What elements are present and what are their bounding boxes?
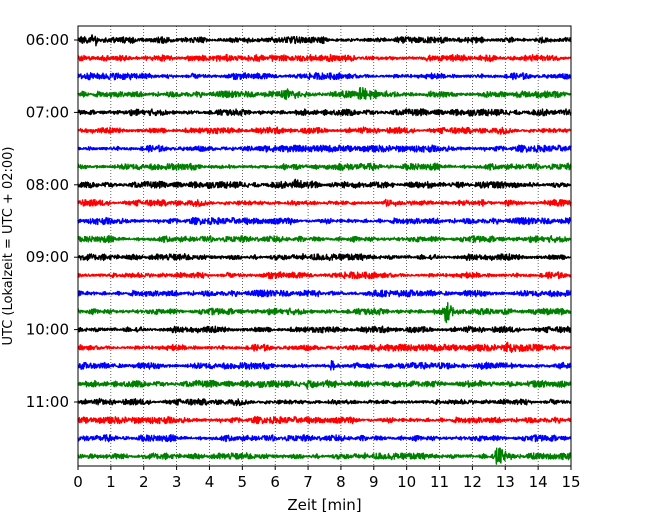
seismic-trace bbox=[77, 289, 572, 298]
x-axis-label: Zeit [min] bbox=[287, 496, 361, 514]
seismic-trace bbox=[77, 216, 572, 226]
x-tick-label: 15 bbox=[561, 473, 580, 491]
x-tick-label: 1 bbox=[106, 473, 116, 491]
x-tick-label: 0 bbox=[73, 473, 83, 491]
seismic-trace bbox=[77, 178, 572, 189]
seismic-trace bbox=[77, 34, 572, 47]
x-tick-label: 8 bbox=[336, 473, 346, 491]
x-tick-label: 4 bbox=[205, 473, 215, 491]
seismic-trace bbox=[77, 108, 572, 117]
x-tick-label: 5 bbox=[238, 473, 248, 491]
y-axis-label: UTC (Lokalzeit = UTC + 02:00) bbox=[1, 147, 16, 346]
y-tick-label: 06:00 bbox=[26, 31, 69, 49]
seismic-trace bbox=[77, 198, 572, 208]
x-axis-ticks: 0 1 2 3 4 5 6 7 8 9 10 11 12 13 14 15 bbox=[73, 466, 581, 491]
x-tick-label: 11 bbox=[430, 473, 449, 491]
x-tick-label: 10 bbox=[397, 473, 416, 491]
seismic-trace bbox=[77, 415, 572, 425]
x-tick-label: 2 bbox=[139, 473, 149, 491]
seismic-trace bbox=[77, 162, 572, 171]
x-tick-label: 3 bbox=[172, 473, 182, 491]
seismic-trace bbox=[77, 234, 572, 244]
x-tick-label: 12 bbox=[463, 473, 482, 491]
plot-frame bbox=[77, 25, 572, 467]
x-tick-label: 13 bbox=[496, 473, 515, 491]
seismic-trace bbox=[77, 126, 572, 135]
seismic-trace bbox=[77, 397, 572, 407]
seismic-trace bbox=[77, 434, 572, 443]
x-tick-label: 9 bbox=[369, 473, 379, 491]
x-tick-label: 14 bbox=[529, 473, 548, 491]
seismic-trace bbox=[77, 144, 572, 153]
y-tick-label: 10:00 bbox=[26, 321, 69, 339]
y-tick-label: 07:00 bbox=[26, 103, 69, 121]
seismic-trace bbox=[77, 87, 572, 101]
seismic-trace bbox=[77, 341, 572, 354]
trace-group bbox=[77, 34, 572, 465]
seismic-trace bbox=[77, 53, 572, 63]
y-axis-ticks: 06:00 07:00 08:00 09:00 10:00 11:00 bbox=[26, 31, 78, 411]
seismic-trace bbox=[77, 271, 572, 280]
x-tick-label: 7 bbox=[303, 473, 313, 491]
seismic-trace bbox=[77, 301, 572, 324]
seismic-trace bbox=[77, 72, 572, 81]
seismic-trace bbox=[77, 252, 572, 262]
seismic-trace bbox=[77, 379, 572, 390]
seismic-trace bbox=[77, 325, 572, 334]
y-tick-label: 11:00 bbox=[26, 393, 69, 411]
y-tick-label: 09:00 bbox=[26, 248, 69, 266]
y-tick-label: 08:00 bbox=[26, 176, 69, 194]
vertical-grid bbox=[110, 26, 539, 466]
x-tick-label: 6 bbox=[270, 473, 280, 491]
seismic-trace bbox=[77, 447, 572, 465]
seismic-trace bbox=[77, 359, 572, 371]
